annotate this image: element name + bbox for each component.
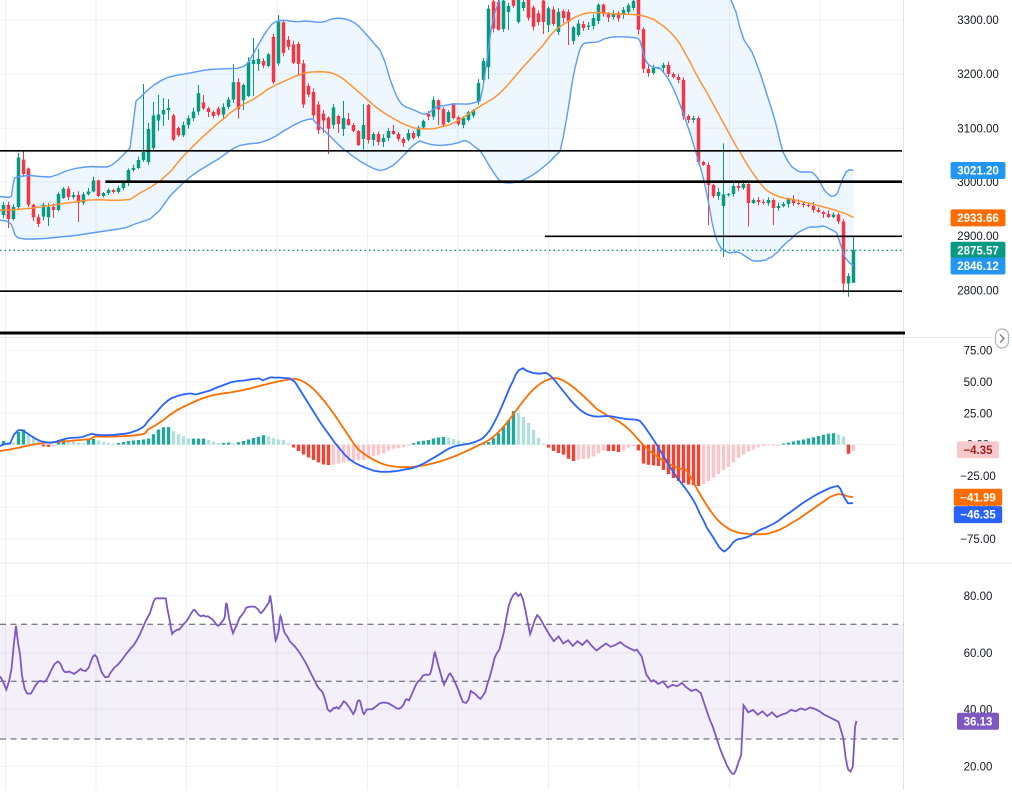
svg-text:20.00: 20.00 xyxy=(964,761,993,773)
svg-text:75.00: 75.00 xyxy=(964,346,993,358)
svg-text:−75.00: −75.00 xyxy=(960,534,996,546)
svg-text:80.00: 80.00 xyxy=(964,591,993,603)
svg-text:−25.00: −25.00 xyxy=(960,471,996,483)
svg-text:25.00: 25.00 xyxy=(964,408,993,420)
svg-text:−41.99: −41.99 xyxy=(960,492,996,504)
svg-text:60.00: 60.00 xyxy=(964,648,993,660)
svg-text:3000.00: 3000.00 xyxy=(957,177,999,189)
svg-text:2933.66: 2933.66 xyxy=(957,213,999,225)
svg-text:3021.20: 3021.20 xyxy=(957,166,999,178)
svg-text:3300.00: 3300.00 xyxy=(957,15,999,27)
svg-text:−4.35: −4.35 xyxy=(963,445,993,457)
svg-text:2846.12: 2846.12 xyxy=(957,261,999,273)
svg-text:50.00: 50.00 xyxy=(964,377,993,389)
svg-text:2875.57: 2875.57 xyxy=(957,245,999,257)
svg-text:3200.00: 3200.00 xyxy=(957,69,999,81)
svg-text:2900.00: 2900.00 xyxy=(957,231,999,243)
svg-text:−46.35: −46.35 xyxy=(960,510,996,522)
svg-text:3100.00: 3100.00 xyxy=(957,123,999,135)
svg-text:2800.00: 2800.00 xyxy=(957,285,999,297)
svg-text:36.13: 36.13 xyxy=(964,716,993,728)
